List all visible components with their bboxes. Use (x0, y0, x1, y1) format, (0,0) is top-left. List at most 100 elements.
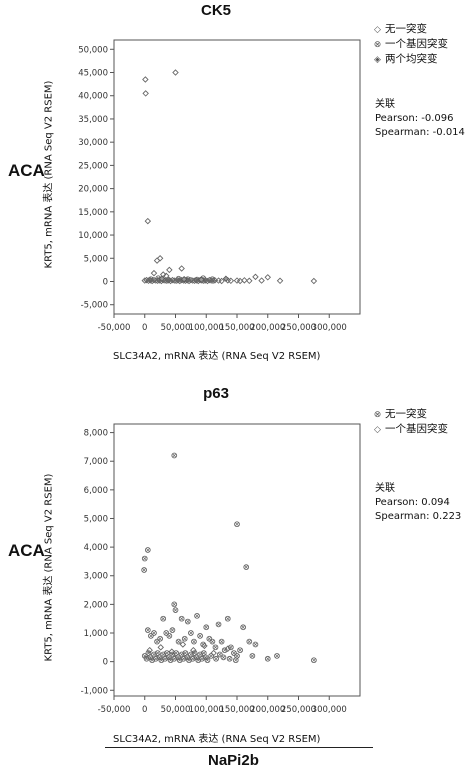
chart1-data-point (180, 276, 188, 283)
chart2-y-tick-label: 6,000 (84, 486, 108, 496)
chart1-data-point (142, 76, 149, 83)
chart1-data-point (218, 277, 225, 285)
chart2-correlation: 关联 Pearson: 0.094 Spearman: 0.223 (375, 482, 461, 524)
chart1-data-point (246, 277, 253, 285)
chart1-y-tick-label: 30,000 (78, 138, 108, 148)
chart1-y-tick-label: 35,000 (78, 115, 108, 125)
chart1-x-tick-label: 0 (142, 323, 147, 333)
chart2-x-tick-label: 250,000 (281, 705, 316, 715)
chart2-data-point (243, 564, 250, 571)
chart2-data-point (151, 630, 157, 636)
chart1-data-point (148, 276, 154, 283)
chart1-row-label: ACA (8, 161, 45, 180)
chart2-data-point (141, 555, 148, 562)
chart2-data-point (188, 630, 194, 636)
chart2-data-point (232, 657, 239, 664)
chart2-data-point (213, 655, 219, 662)
chart1-legend-item: ◈ 两个均突变 (373, 52, 448, 67)
chart1-data-point (241, 277, 248, 284)
chart2-data-point (224, 615, 231, 622)
chart2-data-point (274, 653, 280, 659)
spearman-value: Spearman: -0.014 (375, 127, 465, 138)
legend-marker-icon: ◇ (374, 25, 381, 35)
chart2-x-tick-label: 0 (142, 705, 147, 715)
chart1-x-tick-label: 100,000 (189, 323, 224, 333)
chart2-data-point (224, 645, 232, 652)
chart1-x-axis-label: SLC34A2, mRNA 表达 (RNA Seq V2 RSEM) (113, 351, 321, 362)
chart1-data-point (172, 69, 179, 76)
chart2-legend-item: ⊗ 无一突变 (373, 407, 448, 422)
chart1-y-tick-label: 25,000 (78, 161, 108, 171)
correlation-heading: 关联 (375, 483, 395, 494)
chart1-x-tick-label: -50,000 (98, 323, 131, 333)
chart1-data-point (264, 274, 271, 281)
chart2-data-point (171, 601, 178, 608)
chart2-data-point (184, 654, 191, 661)
chart1-data-point (209, 276, 216, 283)
chart2-data-point (147, 654, 154, 661)
chart2-data-point (181, 635, 188, 642)
legend-marker-icon: ⊗ (373, 410, 382, 420)
chart2-data-point (220, 654, 227, 661)
chart2-data-point (194, 612, 200, 619)
legend-marker-icon: ⊗ (373, 40, 382, 50)
chart2-data-point (166, 633, 173, 639)
chart1-plot: -5,000 0 5,000 10,000 15,000 20,000 25,000 30,0… (78, 39, 361, 333)
chart2-x-tick-label: -50,000 (98, 705, 131, 715)
chart2-data-point (179, 641, 187, 648)
bottom-label: NaPi2b (208, 752, 259, 769)
chart2-data-point (144, 627, 151, 633)
chart1-y-tick-label: -5,000 (81, 301, 108, 311)
chart1-data-point (158, 275, 166, 282)
chart2-data-point (141, 653, 148, 659)
chart2-data-point (240, 624, 247, 631)
chart1-y-tick-label: 0 (103, 277, 108, 287)
chart2-data-point (311, 657, 317, 664)
chart2-data-point (156, 654, 163, 661)
chart2-data-point (246, 638, 253, 645)
chart1-data-point (142, 90, 149, 97)
chart2-data-point (171, 452, 178, 459)
chart2-data-point (146, 646, 153, 654)
chart2-y-tick-label: 8,000 (84, 429, 108, 439)
pearson-value: Pearson: -0.096 (375, 113, 454, 124)
chart2-x-tick-label: 300,000 (312, 705, 347, 715)
chart2-data-point (197, 633, 203, 639)
chart2-data-point (203, 624, 210, 631)
chart1-y-tick-label: 20,000 (78, 185, 108, 195)
chart1-x-tick-label: 150,000 (219, 323, 254, 333)
chart2-data-point (212, 644, 219, 651)
chart2-data-point (209, 638, 216, 645)
chart1-data-point (227, 277, 235, 285)
chart2-legend: ⊗ 无一突变 ◇ 一个基因突变 (373, 407, 448, 437)
chart2-data-point (169, 627, 176, 633)
chart2-data-point (172, 607, 179, 613)
chart2-data-point (175, 638, 182, 645)
chart2-data-point (178, 615, 185, 622)
chart2-row-label: ACA (8, 541, 45, 560)
chart1-y-tick-label: 5,000 (84, 254, 108, 264)
chart1-data-point (156, 255, 164, 262)
chart1-y-tick-label: 45,000 (78, 69, 108, 79)
chart1-title: CK5 (200, 2, 231, 19)
legend-marker-icon: ◇ (374, 425, 381, 435)
chart2-data-point (234, 521, 240, 528)
chart2-data-point (249, 653, 256, 659)
chart1-y-tick-label: 15,000 (78, 208, 108, 218)
chart2-data-point (190, 646, 197, 654)
chart2-data-point (144, 547, 151, 553)
chart2-data-point (218, 638, 225, 645)
chart2-data-point (193, 654, 200, 661)
chart2-data-point (191, 638, 197, 645)
chart2-x-tick-label: 200,000 (250, 705, 285, 715)
chart2-x-tick-label: 150,000 (219, 705, 254, 715)
chart2-data-point (157, 644, 164, 651)
chart2-data-point (165, 654, 172, 661)
chart2-data-point (237, 647, 243, 654)
chart1-data-point (222, 275, 230, 282)
chart2-data-point (204, 657, 211, 664)
chart2-y-tick-label: 2,000 (84, 600, 108, 610)
chart1-data-point (252, 273, 259, 281)
correlation-heading: 关联 (375, 99, 395, 110)
chart1-data-point (310, 277, 318, 285)
